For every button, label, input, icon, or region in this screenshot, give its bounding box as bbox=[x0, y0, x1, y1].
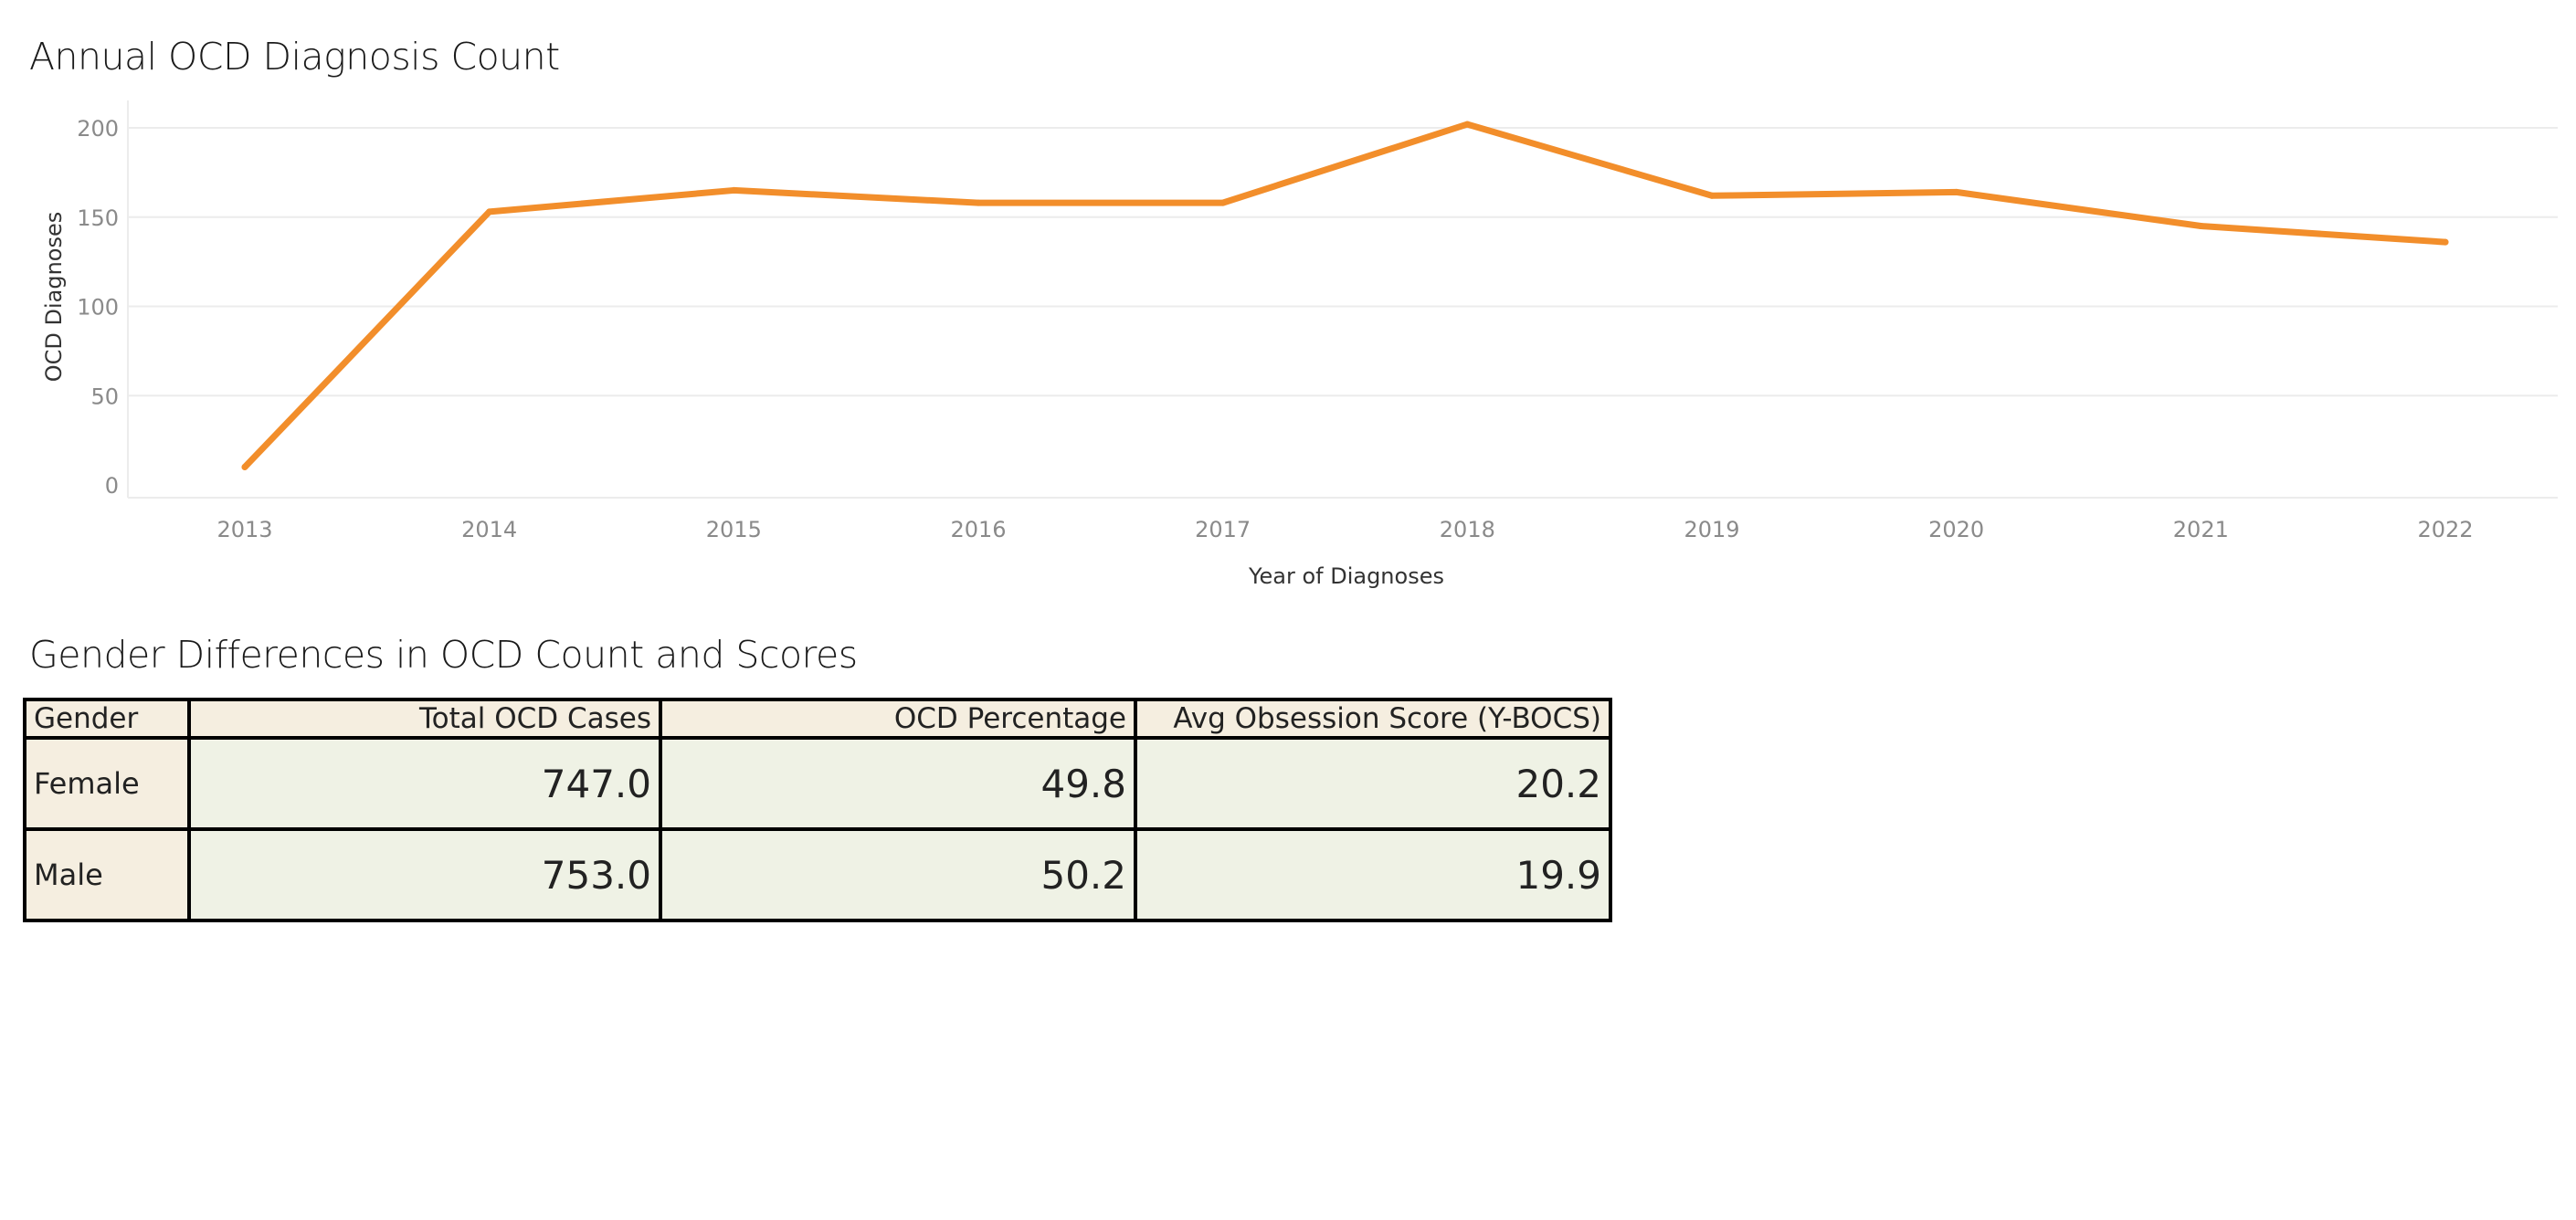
y-tick-label: 100 bbox=[77, 295, 119, 321]
y-tick-label: 200 bbox=[77, 116, 119, 142]
header-avg-score: Avg Obsession Score (Y-BOCS) bbox=[1134, 698, 1612, 740]
y-tick-label: 150 bbox=[77, 205, 119, 231]
y-tick-label: 0 bbox=[105, 473, 119, 499]
data-point bbox=[975, 199, 982, 206]
gender-cell: Male bbox=[23, 827, 191, 922]
table-header-row: Gender Total OCD Cases OCD Percentage Av… bbox=[23, 698, 1612, 740]
x-tick-label: 2017 bbox=[1195, 517, 1251, 542]
data-point bbox=[1219, 199, 1227, 206]
avg-score-cell: 19.9 bbox=[1134, 827, 1612, 922]
y-axis-title: OCD Diagnoses bbox=[41, 212, 67, 383]
x-tick-label: 2015 bbox=[706, 517, 762, 542]
avg-score-cell: 20.2 bbox=[1134, 736, 1612, 831]
data-point bbox=[730, 186, 737, 194]
y-tick-label: 50 bbox=[90, 384, 119, 409]
header-total-cases: Total OCD Cases bbox=[187, 698, 662, 740]
header-gender: Gender bbox=[23, 698, 191, 740]
x-tick-label: 2020 bbox=[1928, 517, 1984, 542]
x-tick-label: 2018 bbox=[1440, 517, 1495, 542]
data-point bbox=[2197, 223, 2204, 230]
line-series bbox=[241, 121, 2449, 470]
x-tick-label: 2022 bbox=[2417, 517, 2473, 542]
table-row: Female 747.0 49.8 20.2 bbox=[23, 736, 1612, 831]
data-point bbox=[486, 208, 493, 216]
data-point bbox=[241, 463, 248, 470]
table-title: Gender Differences in OCD Count and Scor… bbox=[29, 633, 858, 677]
total-cases-cell: 747.0 bbox=[187, 736, 662, 831]
gender-table: Gender Total OCD Cases OCD Percentage Av… bbox=[23, 698, 1612, 922]
x-tick-label: 2021 bbox=[2173, 517, 2229, 542]
table-row: Male 753.0 50.2 19.9 bbox=[23, 827, 1612, 922]
x-tick-label: 2013 bbox=[216, 517, 272, 542]
x-axis-ticks: 2013 2014 2015 2016 2017 2018 2019 2020 2021 2022 bbox=[216, 517, 2473, 542]
total-cases-cell: 753.0 bbox=[187, 827, 662, 922]
header-percentage: OCD Percentage bbox=[659, 698, 1137, 740]
series-line bbox=[241, 121, 2449, 470]
percentage-cell: 50.2 bbox=[659, 827, 1137, 922]
line-chart-title: Annual OCD Diagnosis Count bbox=[29, 35, 560, 79]
data-point bbox=[1708, 192, 1716, 199]
x-axis-title: Year of Diagnoses bbox=[1248, 563, 1444, 589]
data-point bbox=[1953, 188, 1960, 195]
y-axis-ticks: 0 50 100 150 200 bbox=[77, 116, 119, 499]
x-tick-label: 2014 bbox=[461, 517, 517, 542]
gender-cell: Female bbox=[23, 736, 191, 831]
x-tick-label: 2019 bbox=[1684, 517, 1739, 542]
chart-gridlines bbox=[127, 100, 2558, 499]
x-tick-label: 2016 bbox=[950, 517, 1006, 542]
percentage-cell: 49.8 bbox=[659, 736, 1137, 831]
data-point bbox=[2442, 238, 2449, 246]
data-point bbox=[1463, 121, 1471, 128]
